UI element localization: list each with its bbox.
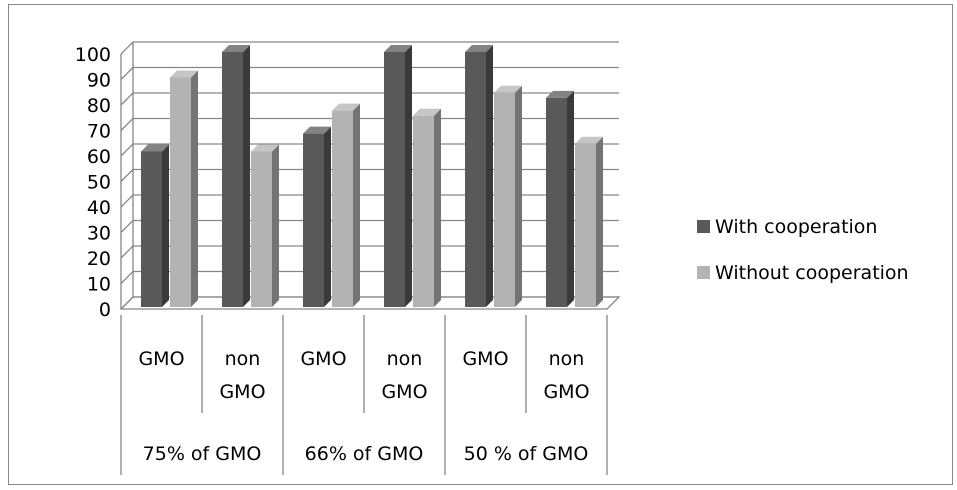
bar-front [303, 133, 324, 307]
x-group-label: 75% of GMO [143, 443, 262, 465]
y-tick-label: 0 [99, 299, 111, 321]
x-tick-label: non [549, 348, 585, 370]
bar [413, 108, 441, 307]
bar-side [567, 90, 574, 308]
bar-side [272, 144, 279, 307]
gridline-side [120, 67, 134, 80]
bar-front [141, 151, 162, 307]
legend-swatch [697, 266, 710, 279]
bar-side [405, 45, 412, 307]
bar-top [494, 85, 522, 93]
gridline-side [120, 41, 134, 55]
y-tick-label: 20 [87, 248, 111, 270]
bar-side [162, 144, 169, 307]
bar-top [141, 144, 169, 152]
y-tick-label: 70 [87, 121, 111, 143]
y-tick-label: 40 [87, 197, 111, 219]
gridline-side [120, 271, 134, 284]
bar [384, 45, 412, 307]
x-group-label: 50 % of GMO [464, 443, 589, 465]
y-tick-label: 80 [87, 95, 111, 117]
bar-top [465, 45, 493, 52]
y-tick-label: 50 [87, 172, 111, 194]
chart-area: 0 10 20 30 40 50 60 70 80 90 100 GMO non GMO GMO non GM… [8, 4, 953, 485]
bar [575, 136, 603, 307]
gridline-side [120, 194, 134, 208]
y-tick-label: 90 [87, 70, 111, 92]
bar-front [222, 52, 243, 307]
bar [251, 144, 279, 307]
bar-top [546, 90, 574, 98]
bar-front [384, 52, 405, 307]
bar-top [303, 126, 331, 134]
bar-top [170, 70, 198, 78]
bar-top [222, 45, 250, 52]
bar-front [494, 92, 515, 307]
bar-top [251, 144, 279, 152]
y-tick-label: 10 [87, 274, 111, 296]
legend-swatch [697, 220, 710, 233]
bar-side [596, 136, 603, 307]
y-axis-tick-labels: 0 10 20 30 40 50 60 70 80 90 100 [75, 44, 111, 321]
bar-top [575, 136, 603, 144]
bars [141, 45, 603, 308]
y-tick-label: 100 [75, 44, 111, 66]
x-tick-label: non [225, 348, 261, 370]
bar-side [486, 45, 493, 307]
floor [119, 296, 621, 310]
bar [494, 85, 522, 307]
y-tick-label: 30 [87, 223, 111, 245]
bar-top [384, 45, 412, 52]
gridlines [119, 41, 621, 310]
legend-label: With cooperation [715, 216, 877, 238]
bar [222, 45, 250, 307]
bar-front [170, 77, 191, 307]
x-tick-label: GMO [219, 381, 265, 403]
x-tick-label: GMO [543, 381, 589, 403]
bar-front [413, 115, 434, 307]
legend: With cooperation Without cooperation [697, 216, 909, 284]
bar-top [332, 103, 360, 111]
bar [465, 45, 493, 307]
gridline-side [120, 118, 134, 131]
x-tick-label: non [387, 348, 423, 370]
bar-front [251, 151, 272, 307]
gridline-side [120, 143, 134, 157]
bar-front [546, 97, 567, 308]
bar [170, 70, 198, 307]
bar-front [332, 110, 353, 308]
bar-front [575, 143, 596, 307]
legend-label: Without cooperation [715, 262, 909, 284]
bar-top [413, 108, 441, 116]
bar [546, 90, 574, 308]
y-tick-label: 60 [87, 146, 111, 168]
x-tick-label: GMO [381, 381, 427, 403]
x-axis: GMO non GMO GMO non GMO GMO non GMO 75% of GMO 66%… [120, 315, 608, 475]
gridline-side [120, 220, 134, 233]
bar-side [324, 126, 331, 307]
x-tick-label: GMO [462, 348, 508, 370]
bar [332, 103, 360, 308]
bar-side [243, 45, 250, 307]
bar-front [465, 52, 486, 307]
x-tick-label: GMO [138, 348, 184, 370]
gridline-side [120, 92, 134, 106]
bar [141, 144, 169, 307]
bar-side [515, 85, 522, 307]
bar [303, 126, 331, 307]
gridline-side [120, 245, 134, 259]
x-tick-label: GMO [300, 348, 346, 370]
gridline-side [120, 169, 134, 182]
bar-side [191, 70, 198, 307]
bar-side [434, 108, 441, 307]
x-group-label: 66% of GMO [305, 443, 424, 465]
bar-side [353, 103, 360, 308]
